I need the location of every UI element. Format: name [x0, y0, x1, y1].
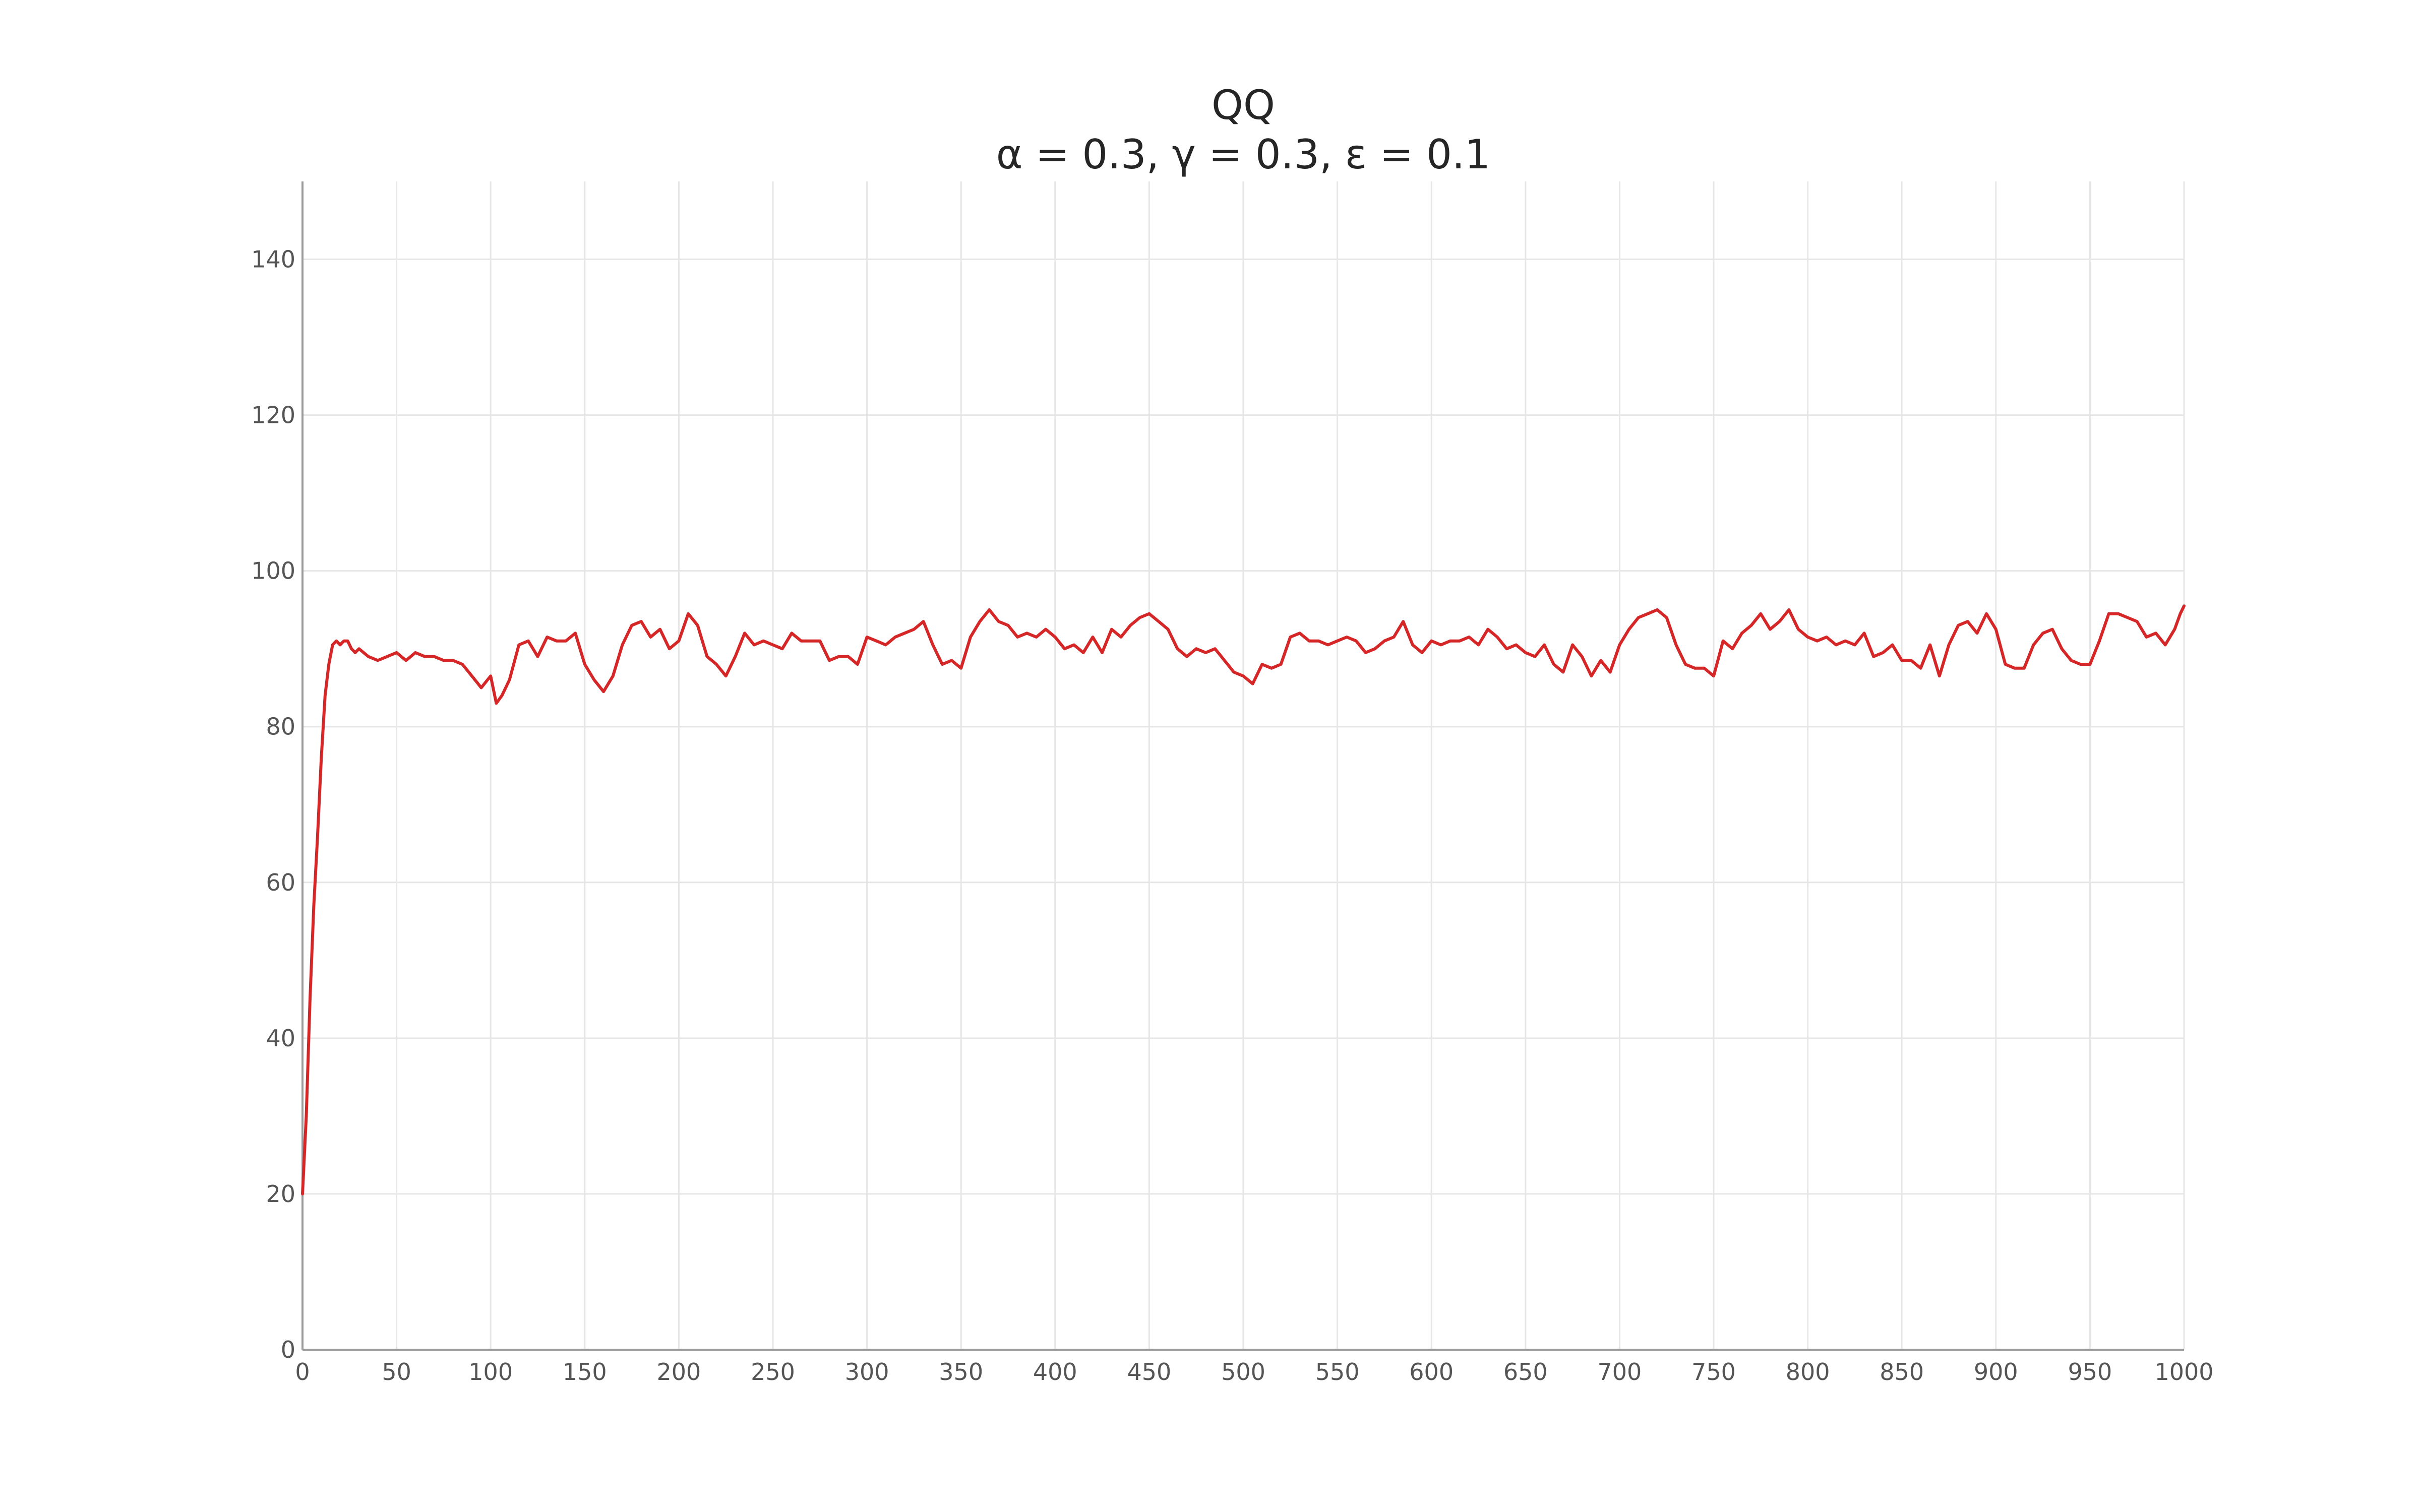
x-tick-label: 0 [295, 1358, 310, 1385]
x-tick-label: 800 [1786, 1358, 1830, 1385]
x-tick-label: 700 [1597, 1358, 1642, 1385]
y-tick-label: 40 [266, 1025, 295, 1052]
x-tick-label: 600 [1409, 1358, 1454, 1385]
x-tick-label: 250 [751, 1358, 795, 1385]
y-tick-label: 20 [266, 1180, 295, 1208]
x-tick-label: 850 [1880, 1358, 1924, 1385]
y-tick-label: 100 [251, 557, 295, 585]
chart-subtitle: α = 0.3, γ = 0.3, ε = 0.1 [996, 131, 1490, 178]
x-tick-label: 150 [563, 1358, 607, 1385]
x-tick-label: 300 [845, 1358, 889, 1385]
axes [301, 181, 2184, 1351]
series-group [301, 604, 2186, 1195]
x-tick-label: 350 [939, 1358, 983, 1385]
x-tick-label: 750 [1691, 1358, 1736, 1385]
y-tick-label: 60 [266, 869, 295, 896]
series-line [301, 604, 2186, 1195]
x-tick-label: 650 [1503, 1358, 1548, 1385]
x-tick-label: 50 [382, 1358, 411, 1385]
x-tick-label: 950 [2068, 1358, 2112, 1385]
tick-labels: 0 50 100 150 200 250 300 350 400 450 500 550 600 650 7… [251, 246, 2213, 1385]
y-tick-label: 120 [251, 402, 295, 429]
x-tick-label: 900 [1974, 1358, 2018, 1385]
x-tick-label: 400 [1033, 1358, 1077, 1385]
x-tick-label: 1000 [2154, 1358, 2213, 1385]
grid-lines [302, 181, 2185, 1350]
y-tick-label: 0 [281, 1336, 295, 1363]
x-tick-label: 450 [1127, 1358, 1171, 1385]
x-tick-label: 200 [656, 1358, 701, 1385]
x-tick-label: 500 [1221, 1358, 1265, 1385]
y-tick-label: 140 [251, 246, 295, 273]
x-tick-label: 550 [1315, 1358, 1360, 1385]
chart-title: QQ [1212, 82, 1275, 129]
y-tick-label: 80 [266, 713, 295, 740]
x-tick-label: 100 [468, 1358, 513, 1385]
